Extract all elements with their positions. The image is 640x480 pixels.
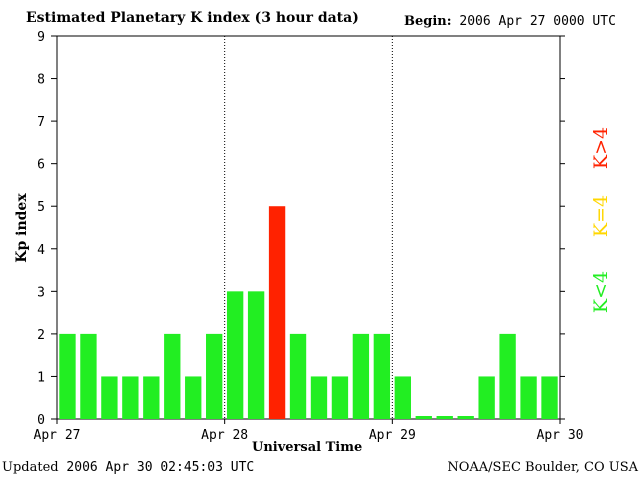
kp-bar (373, 333, 391, 419)
kp-bar (268, 206, 286, 419)
kp-bar (59, 333, 76, 419)
y-tick-label: 7 (37, 115, 45, 130)
y-tick-label: 1 (37, 370, 45, 385)
y-tick-label: 4 (37, 243, 45, 258)
chart-title: Estimated Planetary K index (3 hour data… (26, 10, 359, 26)
kp-bar (80, 333, 97, 419)
kp-bar (164, 333, 181, 419)
kp-bar (101, 376, 118, 419)
updated-label: Updated (2, 460, 59, 475)
legend-k-equal-4: K=4 (590, 194, 612, 238)
y-tick-label: 8 (37, 73, 45, 88)
y-tick-label: 6 (37, 158, 45, 173)
kp-bar (289, 333, 307, 419)
x-tick-label: Apr 28 (201, 428, 248, 443)
kp-bar (143, 376, 160, 419)
kp-bar (520, 376, 537, 419)
kp-bar (185, 376, 202, 419)
kp-bar (457, 416, 474, 419)
kp-bar (499, 333, 516, 419)
kp-bar (247, 291, 265, 419)
y-tick-label: 3 (37, 285, 45, 300)
kp-bar (226, 291, 244, 419)
y-tick-label: 2 (37, 328, 45, 343)
updated-info: Updated 2006 Apr 30 02:45:03 UTC (2, 460, 254, 475)
begin-value: 2006 Apr 27 0000 UTC (459, 14, 616, 29)
kp-bar (206, 333, 223, 419)
kp-bar (352, 333, 370, 419)
kp-bar (122, 376, 139, 419)
y-axis-label: Kp index (14, 193, 30, 263)
y-tick-label: 9 (37, 30, 45, 45)
x-tick-label: Apr 29 (369, 428, 416, 443)
y-tick-label: 0 (37, 413, 45, 428)
x-axis-label: Universal Time (252, 440, 363, 455)
plot-frame (56, 35, 561, 420)
kp-bar (415, 416, 432, 419)
y-tick-label: 5 (37, 200, 45, 215)
x-tick-label: Apr 30 (537, 428, 584, 443)
kp-bar (541, 376, 558, 419)
kp-bar (394, 376, 411, 419)
legend-k-below-4: K<4 (590, 270, 612, 314)
x-tick-label: Apr 27 (34, 428, 81, 443)
kp-bar (436, 416, 453, 419)
begin-info: Begin: 2006 Apr 27 0000 UTC (404, 14, 616, 29)
legend-k-above-4: K>4 (590, 126, 612, 170)
updated-value: 2006 Apr 30 02:45:03 UTC (66, 460, 255, 475)
begin-label: Begin: (404, 14, 452, 29)
kp-bar (310, 376, 328, 419)
source-credit: NOAA/SEC Boulder, CO USA (447, 460, 638, 475)
kp-bar (478, 376, 495, 419)
kp-bar (331, 376, 349, 419)
